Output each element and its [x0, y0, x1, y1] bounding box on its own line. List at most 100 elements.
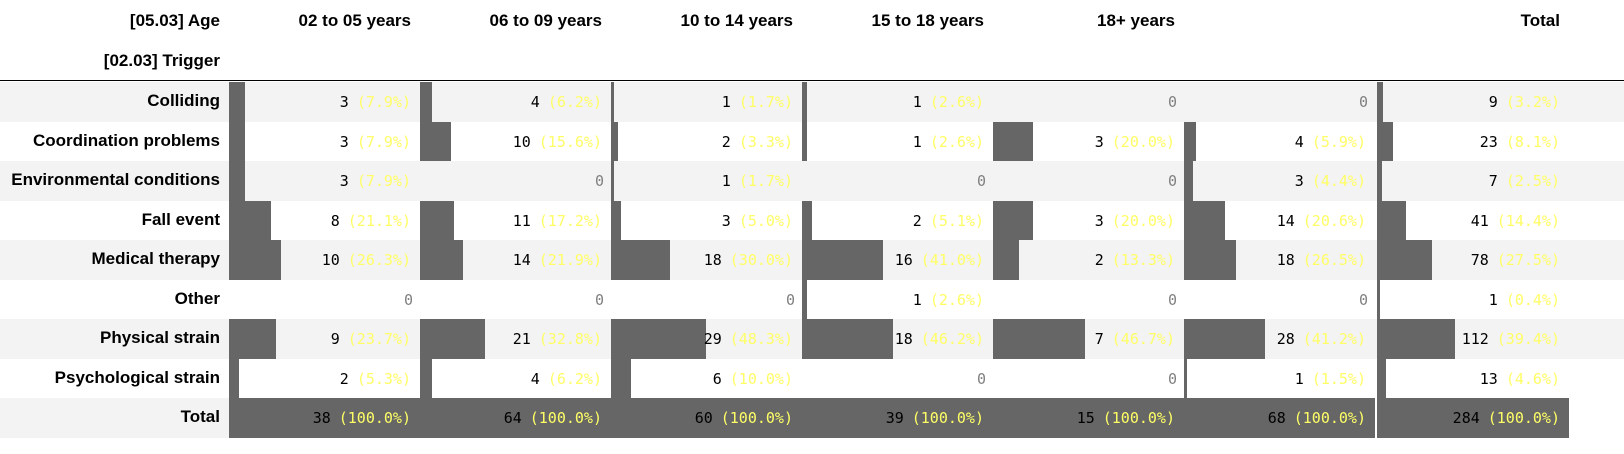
cell-percent: (7.9%) — [356, 93, 411, 111]
proportion-bar — [420, 240, 464, 280]
cell-percent: (7.9%) — [356, 132, 411, 151]
total-bar — [1377, 398, 1569, 438]
proportion-bar — [420, 200, 454, 240]
cell-percent: (20.0%) — [1111, 211, 1175, 230]
cell-count: 38 — [312, 409, 331, 427]
column-header: 18+ years — [1097, 11, 1175, 30]
cell-percent: (2.6%) — [929, 132, 984, 151]
cell-percent: (20.0%) — [1111, 132, 1175, 151]
cell-count: 13 — [1479, 369, 1498, 388]
cell-count: 68 — [1267, 409, 1286, 427]
proportion-bar — [611, 82, 615, 122]
cell-percent: (0.4%) — [1505, 290, 1560, 309]
column-header: 10 to 14 years — [680, 11, 793, 30]
total-bar — [1184, 398, 1375, 438]
cell-percent: (3.2%) — [1505, 93, 1560, 111]
cell-count: 21 — [512, 330, 531, 348]
cell-percent: (6.2%) — [547, 93, 602, 111]
cell-count: 4 — [530, 369, 540, 388]
row-label: Coordination problems — [33, 130, 220, 150]
column-header: 06 to 09 years — [489, 11, 602, 30]
proportion-bar — [1184, 200, 1225, 240]
cell-count: 1 — [721, 93, 731, 111]
cell-count: 23 — [1479, 132, 1498, 151]
cell-percent: (100.0%) — [1102, 409, 1175, 427]
cell-count: 112 — [1461, 330, 1489, 348]
cell-percent: (17.2%) — [538, 211, 602, 230]
cell-percent: (39.4%) — [1496, 330, 1560, 348]
cell-count-zero: 0 — [1167, 93, 1177, 111]
proportion-bar — [229, 358, 240, 398]
row-label: Medical therapy — [91, 249, 221, 268]
column-header-label: [05.03] Age — [129, 11, 220, 30]
row-label: Fall event — [141, 209, 220, 229]
cell-percent: (100.0%) — [338, 409, 411, 427]
row-label: Environmental conditions — [11, 170, 220, 189]
proportion-bar — [1184, 121, 1196, 161]
proportion-bar — [420, 319, 485, 359]
cell-count: 41 — [1470, 211, 1489, 230]
column-header: Total — [1520, 11, 1560, 30]
cell-count: 64 — [503, 409, 522, 427]
table-row — [0, 121, 1624, 161]
proportion-bar — [229, 82, 245, 122]
cell-count: 2 — [721, 132, 731, 151]
cell-percent: (2.6%) — [929, 290, 984, 309]
cell-percent: (1.5%) — [1311, 369, 1366, 388]
proportion-bar — [420, 121, 451, 161]
cell-percent: (10.0%) — [729, 369, 793, 388]
cell-count: 14 — [512, 251, 531, 269]
row-label: Physical strain — [99, 328, 220, 347]
proportion-bar — [1377, 82, 1384, 122]
proportion-bar — [1377, 200, 1406, 240]
cell-count: 1 — [912, 93, 922, 111]
cell-percent: (2.6%) — [929, 93, 984, 111]
proportion-bar — [1184, 161, 1193, 201]
cell-count: 16 — [894, 251, 913, 269]
cell-count-zero: 0 — [785, 290, 795, 309]
total-row — [0, 398, 229, 438]
total-bar — [229, 398, 420, 438]
cell-count: 3 — [1094, 211, 1104, 230]
proportion-bar — [1377, 121, 1394, 161]
proportion-bar — [229, 240, 281, 280]
total-bar — [611, 398, 802, 438]
cell-percent: (13.3%) — [1111, 251, 1175, 269]
cell-percent: (4.4%) — [1311, 172, 1366, 190]
cell-count: 1 — [912, 290, 922, 309]
cell-count: 1 — [721, 172, 731, 190]
cell-percent: (26.3%) — [347, 251, 411, 269]
row-label: Psychological strain — [54, 367, 220, 387]
proportion-bar — [1184, 240, 1237, 280]
cell-count: 1 — [912, 132, 922, 151]
cell-percent: (26.5%) — [1302, 251, 1366, 269]
cell-count: 1 — [1488, 290, 1498, 309]
cell-count-zero: 0 — [1358, 93, 1368, 111]
proportion-bar — [420, 358, 433, 398]
cell-count-zero: 0 — [594, 290, 604, 309]
column-header: 02 to 05 years — [298, 11, 411, 30]
cell-count: 11 — [512, 211, 531, 230]
proportion-bar — [611, 240, 671, 280]
cell-percent: (100.0%) — [1293, 409, 1366, 427]
cell-percent: (23.7%) — [347, 330, 411, 348]
cell-percent: (100.0%) — [1487, 409, 1560, 427]
cell-count: 10 — [512, 132, 531, 151]
proportion-bar — [229, 161, 245, 201]
cell-count: 284 — [1452, 409, 1480, 427]
proportion-bar — [1377, 161, 1382, 201]
cell-percent: (32.8%) — [538, 330, 602, 348]
cell-percent: (5.1%) — [929, 211, 984, 230]
proportion-bar — [1377, 279, 1380, 319]
cell-percent: (20.6%) — [1302, 211, 1366, 230]
cell-count: 4 — [530, 93, 540, 111]
cell-count-zero: 0 — [403, 290, 413, 309]
cell-percent: (41.0%) — [920, 251, 984, 269]
proportion-bar — [1377, 240, 1432, 280]
cell-count: 9 — [1488, 93, 1498, 111]
header-divider — [0, 80, 1624, 81]
cell-count: 10 — [321, 251, 340, 269]
cell-percent: (3.3%) — [738, 132, 793, 151]
row-label: Total — [180, 407, 220, 426]
